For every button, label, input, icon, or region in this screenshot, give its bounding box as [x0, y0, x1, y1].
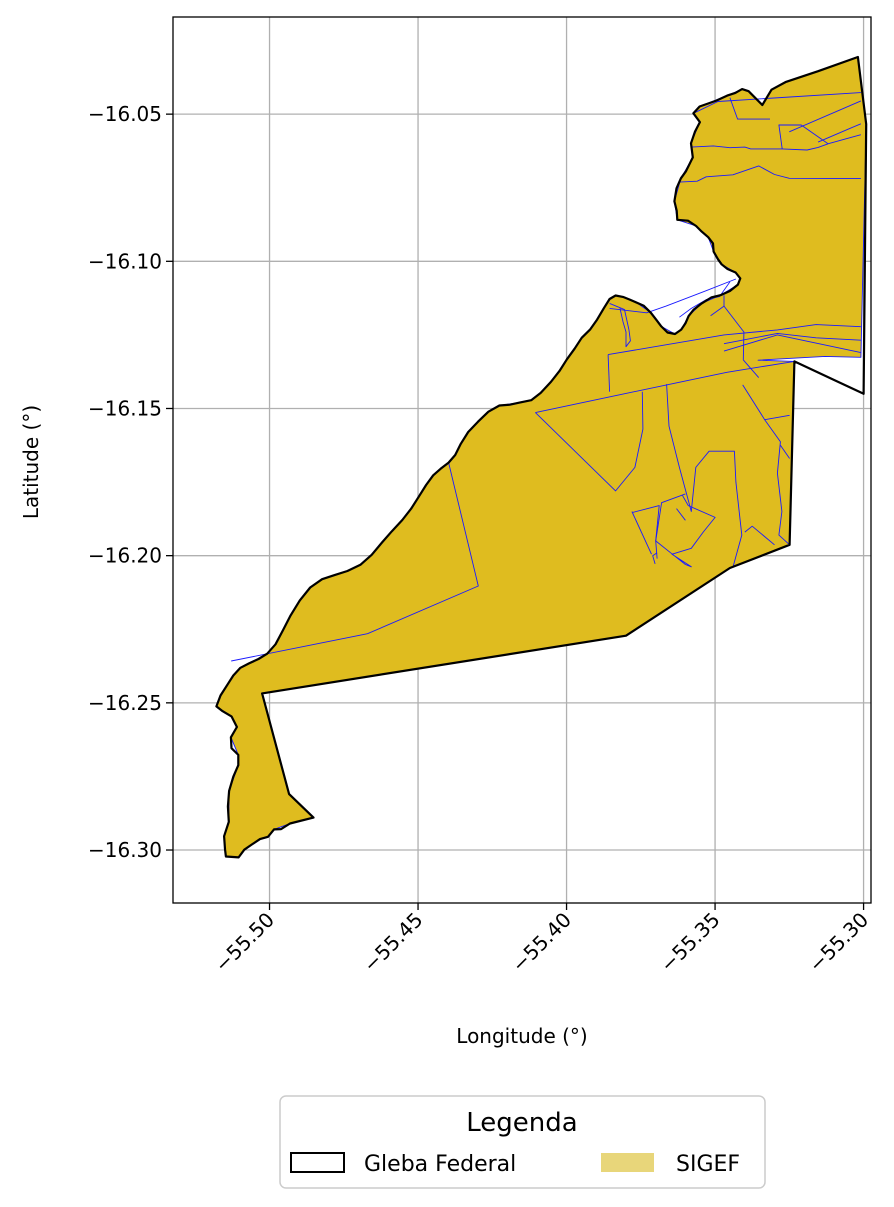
sigef-parcel-boundary-13	[742, 359, 760, 378]
sigef-parcel-boundary-23	[710, 305, 725, 317]
sigef-parcel-boundary-4	[607, 354, 611, 392]
sigef-parcel-boundary-26	[778, 124, 829, 149]
sigef-parcel-boundary-7	[723, 334, 861, 354]
legend-swatch-gleba-federal	[290, 1152, 345, 1173]
sigef-parcel-boundary-27	[693, 92, 861, 114]
sigef-parcel-boundary-18	[676, 508, 686, 521]
sigef-parcel-boundary-6	[723, 332, 861, 345]
legend-label-gleba-federal: Gleba Federal	[364, 1152, 516, 1177]
sigef-parcel-boundary-20	[609, 278, 737, 314]
sigef-parcel-boundary-2	[535, 391, 644, 492]
sigef-parcel-boundary-21	[609, 302, 631, 348]
plot-frame	[172, 16, 872, 904]
sigef-parcel-boundary-19	[744, 525, 775, 546]
gleba-federal-boundary	[215, 55, 868, 859]
y-tick-label-2: −16.15	[88, 396, 162, 420]
sigef-parcel-boundary-30	[789, 100, 862, 133]
y-tick-label-5: −16.30	[88, 838, 162, 862]
y-axis-label: Latitude (°)	[19, 405, 43, 519]
y-tick-label-4: −16.25	[88, 691, 162, 715]
y-tick-label-3: −16.20	[88, 544, 162, 568]
sigef-parcel-boundary-15	[632, 505, 660, 559]
y-tick-label-1: −16.10	[88, 249, 162, 273]
sigef-parcel-boundary-5	[608, 324, 861, 356]
sigef-parcel-boundary-11	[764, 419, 790, 546]
legend-title: Legenda	[466, 1108, 577, 1138]
sigef-parcel-boundary-16	[652, 552, 658, 565]
legend-label-sigef: SIGEF	[676, 1152, 740, 1177]
sigef-parcel-boundary-9	[723, 305, 745, 360]
sigef-parcel-boundary-3	[666, 384, 743, 568]
sigef-parcel-boundary-0	[231, 462, 479, 662]
sigef-parcel-boundary-25	[691, 134, 862, 151]
sigef-parcel-boundary-24	[679, 165, 861, 183]
legend-swatch-sigef	[601, 1153, 654, 1172]
x-axis-label: Longitude (°)	[456, 1024, 587, 1048]
sigef-parcel-boundary-28	[729, 97, 770, 120]
sigef-parcel-boundary-17	[631, 511, 652, 555]
sigef-parcel-boundary-1	[535, 360, 795, 414]
sigef-parcel-boundary-29	[817, 123, 862, 143]
y-tick-label-0: −16.05	[88, 102, 162, 126]
legend: Legenda Gleba Federal SIGEF	[279, 1095, 766, 1189]
sigef-parcel-boundary-12	[780, 445, 790, 459]
gleba-federal-layer	[215, 55, 868, 859]
